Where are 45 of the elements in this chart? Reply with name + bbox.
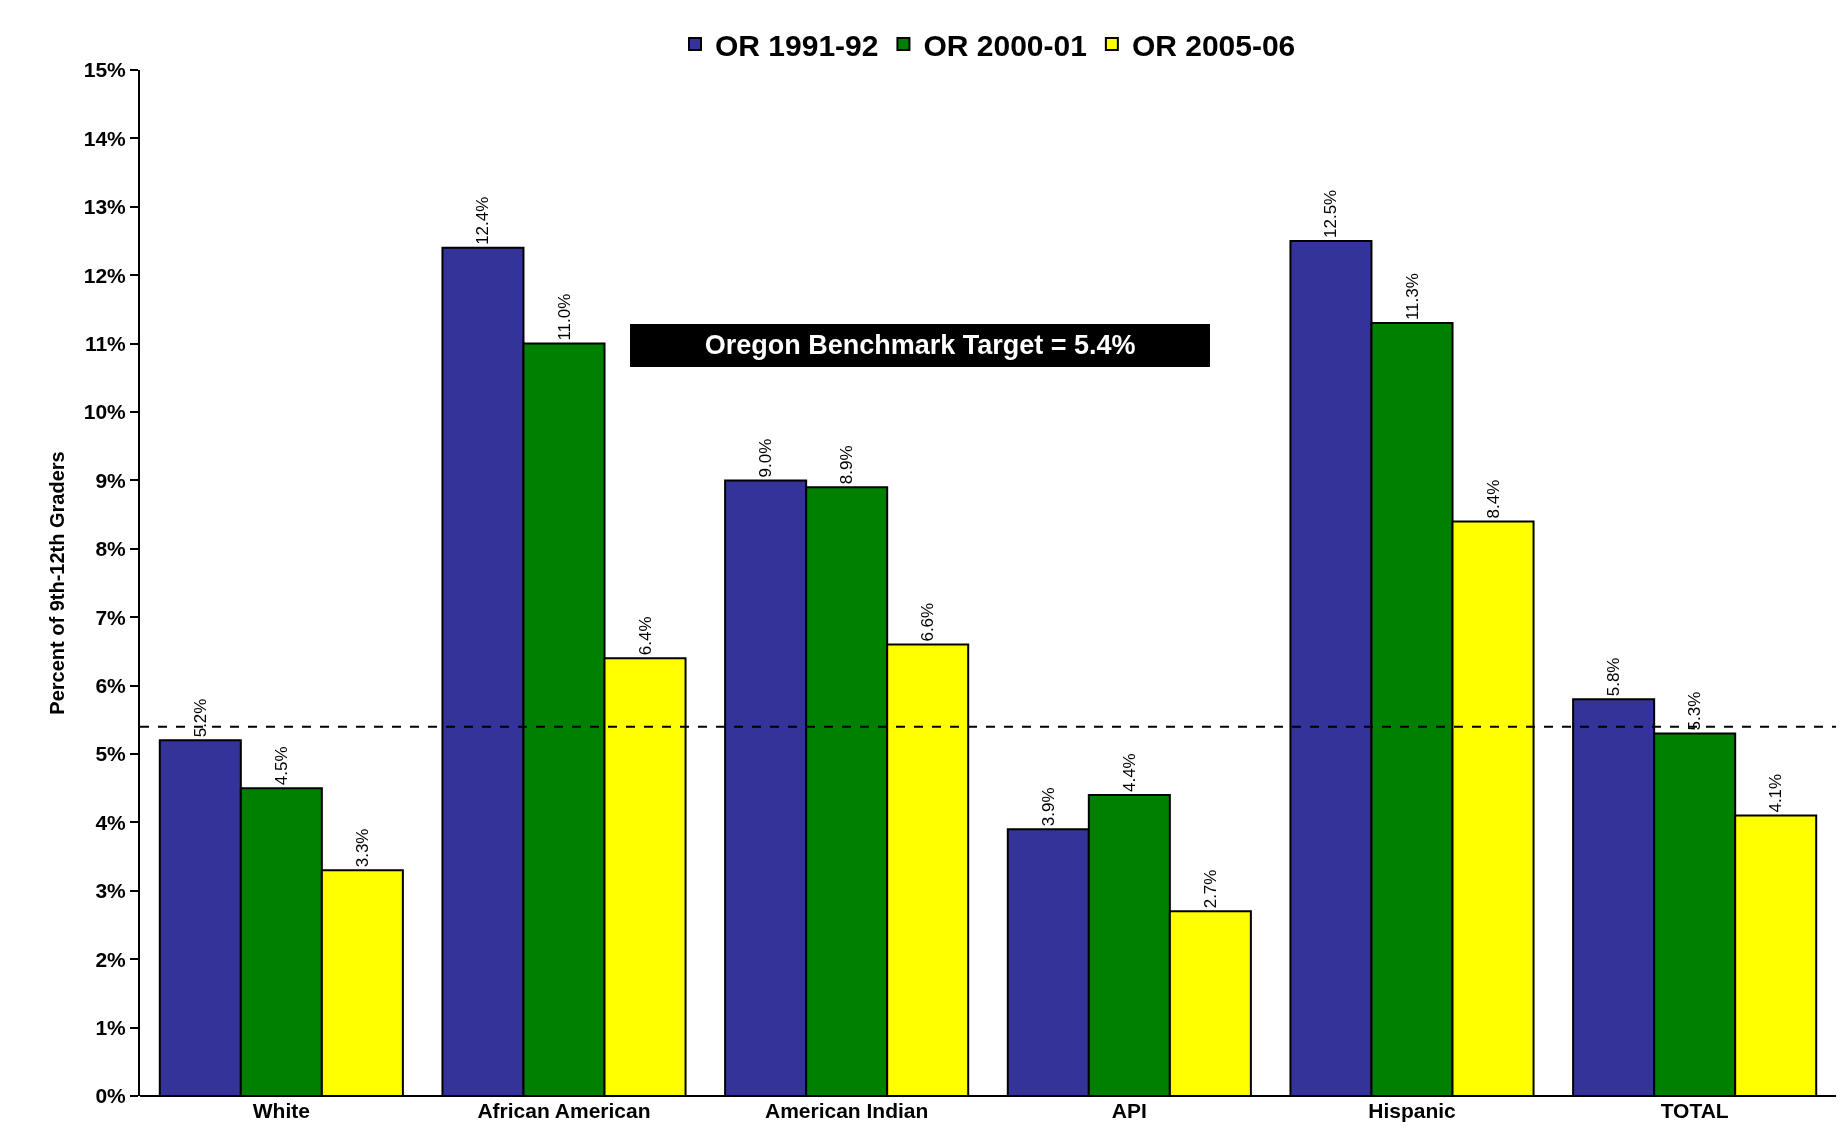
data-label: 8.4% [1483,479,1503,519]
y-tick-label: 13% [83,195,127,219]
data-label: 4.5% [271,746,291,786]
y-tick-label: 12% [83,263,127,287]
y-tick-label: 11% [84,331,127,355]
y-axis-title: Percent of 9th-12th Graders [45,451,68,715]
x-tick-label: African American [477,1099,651,1122]
y-tick-label: 4% [95,810,127,834]
y-tick-label: 8% [95,537,127,561]
x-tick-label: API [1111,1099,1147,1122]
y-tick-label: 2% [95,947,127,971]
data-label: 4.1% [1766,773,1786,813]
data-label: 8.9% [837,445,857,485]
data-label: 11.3% [1402,273,1422,321]
caption-box: Oregon Benchmark Target = 5.4% [630,323,1211,367]
data-label: 4.4% [1119,753,1139,793]
data-label: 2.7% [1200,869,1220,909]
legend-label: OR 2000-01 [923,28,1087,62]
y-tick-label: 7% [95,605,127,629]
y-tick-label: 0% [95,1084,127,1108]
data-label: 9.0% [756,438,776,478]
data-label: 6.6% [918,602,938,642]
x-tick-label: American Indian [764,1099,929,1122]
y-tick-label: 9% [95,468,127,492]
data-label: 5.8% [1604,657,1624,697]
data-label: 6.4% [635,616,655,656]
y-tick-label: 14% [83,126,127,150]
legend-label: OR 1991-92 [715,28,879,62]
x-tick-label: White [252,1099,310,1122]
x-tick-label: TOTAL [1660,1099,1729,1122]
y-tick-label: 1% [95,1015,127,1039]
x-tick-label: Hispanic [1368,1099,1457,1122]
data-label: 12.4% [473,196,493,245]
y-tick-label: 6% [95,673,127,697]
y-tick-label: 3% [95,879,127,903]
data-label: 12.5% [1321,189,1341,238]
data-label: 5.3% [1685,691,1705,731]
data-label: 3.9% [1038,787,1058,827]
y-tick-label: 5% [95,742,127,766]
legend-label: OR 2005-06 [1131,28,1296,62]
y-tick-label: 10% [83,400,127,424]
data-label: 11.0% [554,293,574,341]
y-tick-label: 15% [83,58,127,82]
data-label: 3.3% [352,828,372,868]
data-label: 5.2% [190,698,210,738]
